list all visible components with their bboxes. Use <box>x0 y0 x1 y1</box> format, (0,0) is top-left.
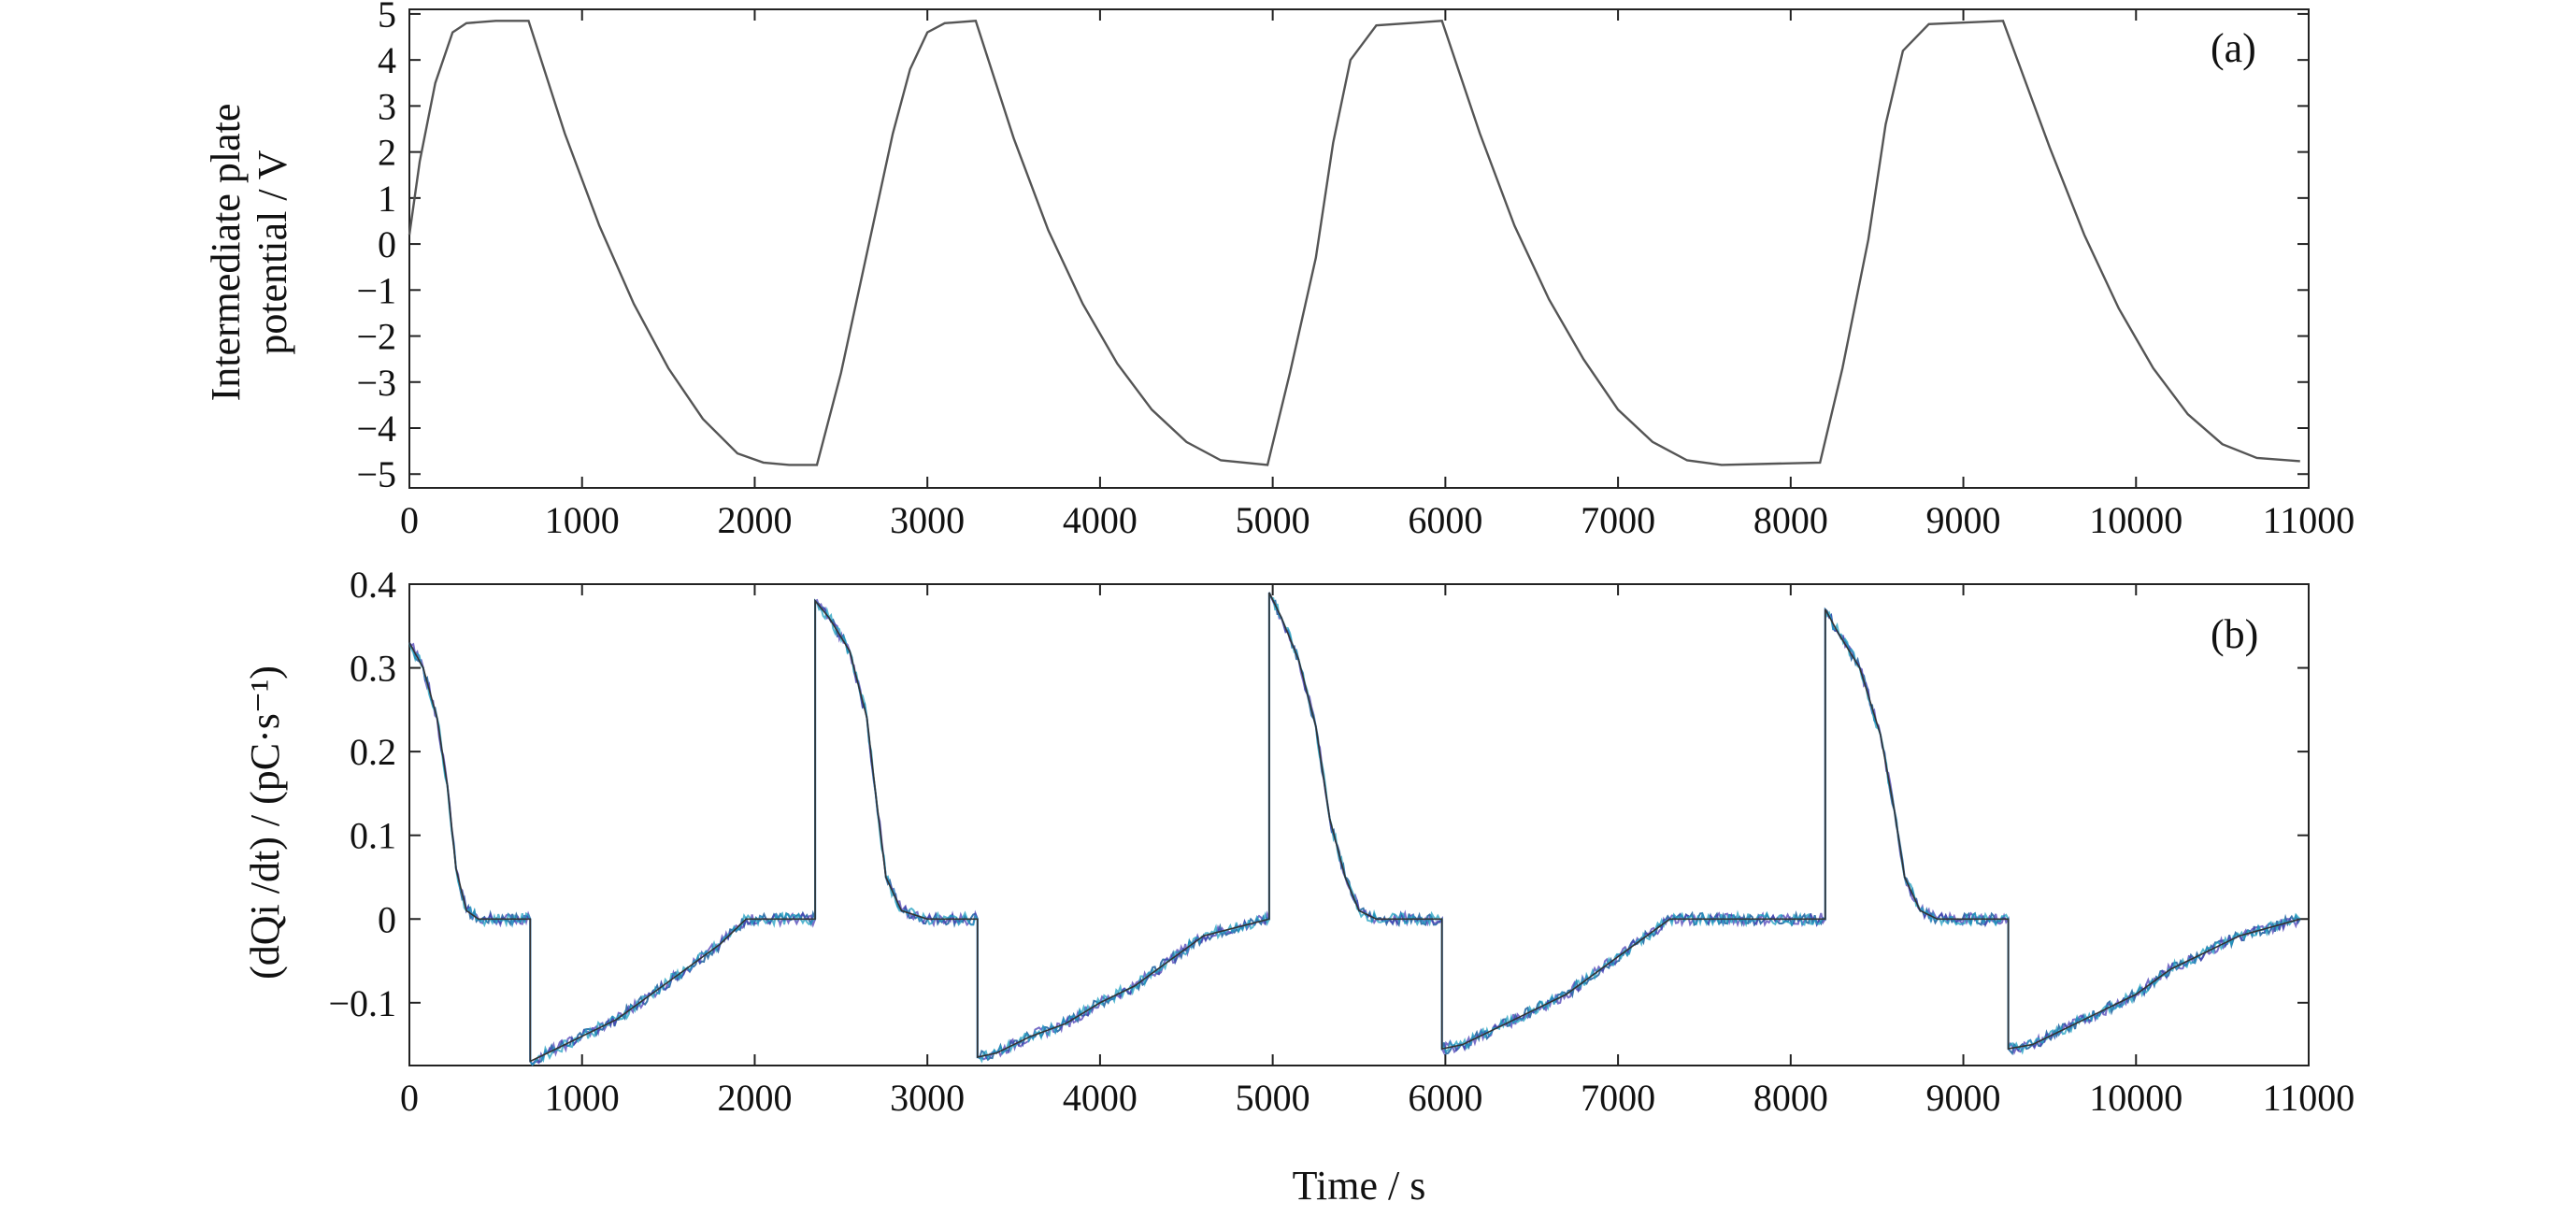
panel-a-ytick-label: 2 <box>378 132 396 174</box>
panel-b-mean-trace <box>408 592 2301 1063</box>
panel-b-xlabel: Time / s <box>1293 1163 1426 1209</box>
panel-a-ytick-label: 5 <box>378 0 396 36</box>
panel-a-ytick-label: −1 <box>356 269 396 311</box>
panel-a-xtick-label: 8000 <box>1753 499 1828 541</box>
panel-a-ytick-label: 3 <box>378 85 396 127</box>
panel-b-ylabel: (dQi /dt) / (pC·s⁻¹) <box>242 665 288 980</box>
panel-a-frame <box>408 8 2310 489</box>
panel-a-ytick-label: 4 <box>378 39 396 81</box>
panel-b-xtick-label: 0 <box>400 1077 419 1119</box>
panel-b-xtick-label: 4000 <box>1063 1077 1138 1119</box>
panel-a-ticks: 0 1000 2000 3000 4000 5000 6000 7000 8000 9000 100… <box>356 0 2354 541</box>
panel-a-xtick-label: 6000 <box>1408 499 1482 541</box>
panel-a-xtick-label: 5000 <box>1236 499 1310 541</box>
panel-b-ytick-label: 0.4 <box>350 564 396 606</box>
panel-b-ytick-label: 0.1 <box>350 815 396 857</box>
panel-b-xtick-label: 2000 <box>717 1077 792 1119</box>
panel-b-xtick-label: 11000 <box>2263 1077 2355 1119</box>
panel-b-ytick-label: 0.2 <box>350 731 396 773</box>
panel-a-xtick-label: 4000 <box>1063 499 1138 541</box>
panel-b-xtick-label: 1000 <box>545 1077 620 1119</box>
panel-a-xtick-label: 11000 <box>2263 499 2355 541</box>
panel-b-trace-3 <box>408 592 2301 1066</box>
panel-a-ytick-label: −3 <box>356 362 396 404</box>
panel-b-xtick-label: 5000 <box>1236 1077 1310 1119</box>
panel-b-ticks: 0 1000 2000 3000 4000 5000 6000 7000 8000 9000 100… <box>328 564 2354 1119</box>
panel-a-ytick-label: −5 <box>356 453 396 495</box>
panel-a-ylabel-line-2: potential / V <box>250 150 295 354</box>
panel-b-ytick-label: −0.1 <box>328 982 396 1024</box>
panel-a-xtick-label: 1000 <box>545 499 620 541</box>
panel-a-tag: (a) <box>2211 25 2256 71</box>
panel-a-ylabel-line-1: Intermediate plate <box>203 104 249 402</box>
panel-a-xtick-label: 0 <box>400 499 419 541</box>
panel-b-xtick-label: 9000 <box>1926 1077 2001 1119</box>
panel-b-ytick-label: 0.3 <box>350 648 396 690</box>
panel-a: 0 1000 2000 3000 4000 5000 6000 7000 8000 9000 100… <box>203 0 2354 541</box>
panel-b-current-lines <box>408 592 2301 1066</box>
panel-a-potential-line <box>408 20 2300 466</box>
panel-b-xtick-label: 6000 <box>1408 1077 1482 1119</box>
panel-b-trace-1 <box>408 592 2301 1066</box>
panel-a-ytick-label: 1 <box>378 178 396 220</box>
panel-b-ytick-label: 0 <box>378 898 396 940</box>
panel-b-trace-2 <box>408 592 2301 1066</box>
panel-a-xtick-label: 3000 <box>890 499 965 541</box>
panel-b-tag: (b) <box>2211 611 2258 657</box>
panel-b-frame <box>408 583 2310 1066</box>
panel-a-ytick-label: 0 <box>378 223 396 265</box>
panel-b: 0 1000 2000 3000 4000 5000 6000 7000 8000 9000 100… <box>242 564 2354 1209</box>
panel-b-xtick-label: 10000 <box>2089 1077 2182 1119</box>
panel-a-ytick-label: −4 <box>356 408 396 450</box>
panel-a-ytick-label: −2 <box>356 316 396 358</box>
panel-a-xtick-label: 10000 <box>2089 499 2182 541</box>
panel-b-xtick-label: 7000 <box>1581 1077 1655 1119</box>
panel-a-xtick-label: 7000 <box>1581 499 1655 541</box>
panel-a-xtick-label: 9000 <box>1926 499 2001 541</box>
panel-b-xtick-label: 8000 <box>1753 1077 1828 1119</box>
panel-b-xtick-label: 3000 <box>890 1077 965 1119</box>
panel-a-xtick-label: 2000 <box>717 499 792 541</box>
